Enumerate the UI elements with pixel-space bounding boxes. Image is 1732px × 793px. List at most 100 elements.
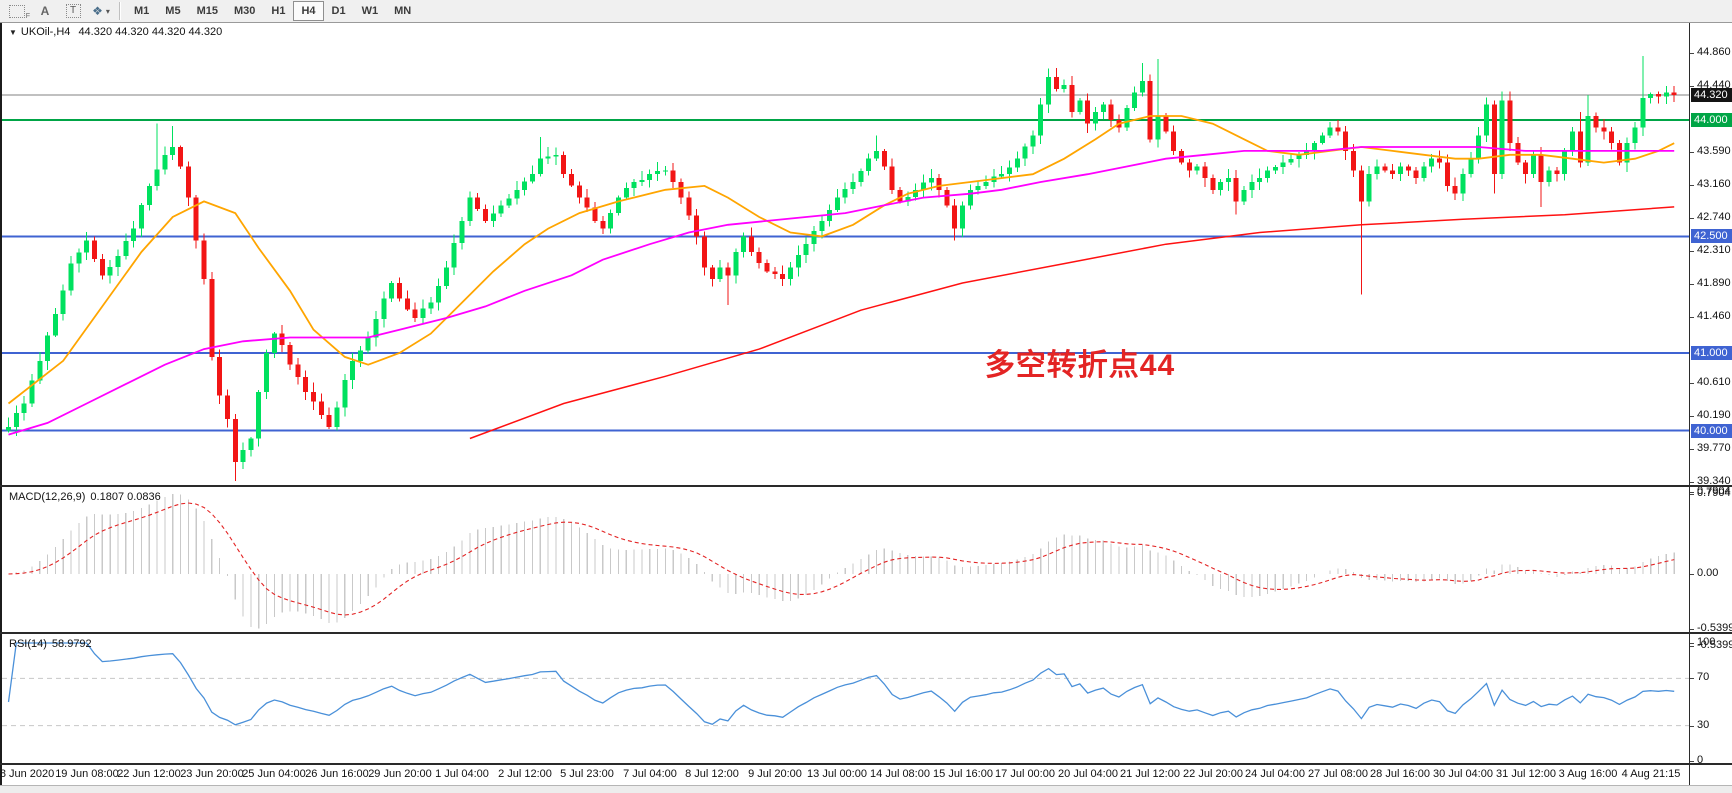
time-axis-label: 14 Jul 08:00 — [870, 768, 930, 780]
ma-mid-magenta — [8, 146, 1675, 436]
axis-tick — [1690, 726, 1694, 727]
price-tick-label: 39.340 — [1697, 475, 1731, 487]
rsi-name: RSI(14) — [9, 638, 47, 650]
pane-separator[interactable] — [0, 632, 1732, 634]
price-tick-label: 0 — [1697, 754, 1704, 766]
axis-tick — [1690, 152, 1694, 153]
text-tool-button[interactable]: T — [60, 1, 86, 21]
rsi-pane[interactable] — [2, 634, 1691, 763]
main-price-pane[interactable] — [2, 22, 1691, 485]
horizontal-lines-layer[interactable] — [2, 94, 1691, 432]
price-tick-label: 41.890 — [1697, 277, 1731, 289]
fib-grid-tool-button[interactable]: F — [4, 1, 30, 21]
axis-tick — [1690, 383, 1694, 384]
ohlc-quote-label: 44.320 44.320 44.320 44.320 — [78, 26, 223, 38]
rsi-line — [7, 642, 1675, 726]
time-axis-label: 29 Jun 20:00 — [368, 768, 432, 780]
price-tick-label: 43.160 — [1697, 178, 1731, 190]
macd-histogram — [15, 494, 1675, 629]
timeframe-m30-button[interactable]: M30 — [233, 5, 256, 17]
macd-pane[interactable] — [2, 487, 1691, 632]
time-axis-label: 22 Jul 20:00 — [1183, 768, 1243, 780]
timeframe-m15-button[interactable]: M15 — [196, 5, 218, 17]
collapse-triangle-icon[interactable]: ▼ — [9, 28, 17, 37]
axis-tick — [1690, 251, 1694, 252]
timeframe-h1-button[interactable]: H1 — [271, 5, 286, 17]
toolbar-separator — [119, 2, 121, 20]
ma-slow-red — [469, 206, 1675, 440]
price-badge-44.000[interactable]: 44.000 — [1691, 113, 1732, 127]
macd-signal-line — [8, 502, 1675, 616]
price-axis[interactable]: 44.860 44.440 43.590 43.160 42.740 42.310 41.8… — [1689, 22, 1732, 785]
time-axis-label: 8 Jul 12:00 — [685, 768, 739, 780]
symbol-period-label: UKOil-,H4 — [20, 26, 71, 38]
pane-separator[interactable] — [0, 485, 1732, 487]
macd-tick-label: 0.00 — [1697, 567, 1719, 579]
text-label-icon: A — [40, 4, 50, 18]
price-tick-label: 70 — [1697, 671, 1710, 683]
time-axis-label: 31 Jul 12:00 — [1496, 768, 1556, 780]
axis-tick — [1690, 646, 1694, 647]
price-tick-label: 43.590 — [1697, 145, 1731, 157]
arrows-tool-button[interactable]: ❖ ▾ — [88, 1, 114, 21]
time-axis-label: 1 Jul 04:00 — [435, 768, 489, 780]
price-badge-44.320: 44.320 — [1691, 88, 1732, 102]
annotation-text[interactable]: 多空转折点44 — [984, 349, 1176, 382]
axis-tick — [1690, 218, 1694, 219]
price-badge-40.000[interactable]: 40.000 — [1691, 424, 1732, 438]
price-badge-41.000[interactable]: 41.000 — [1691, 346, 1732, 360]
axis-tick — [1690, 416, 1694, 417]
price-badge-42.500[interactable]: 42.500 — [1691, 229, 1732, 243]
timeframe-buttons-group: M1 M5 M15 M30 H1 H4 D1 W1 MN — [126, 1, 419, 21]
price-tick-label: -0.5399 — [1697, 639, 1732, 651]
chart-area[interactable]: ▼ UKOil-,H4 44.320 44.320 44.320 44.320 MA… — [0, 22, 1691, 785]
timeframe-d1-button[interactable]: D1 — [331, 5, 346, 17]
axis-tick — [1690, 761, 1694, 762]
price-tick-label: 40.190 — [1697, 409, 1731, 421]
time-axis-label: 3 Aug 16:00 — [1558, 768, 1618, 780]
time-axis-label: 15 Jul 16:00 — [933, 768, 993, 780]
timeframe-mn-button[interactable]: MN — [394, 5, 412, 17]
time-axis-label: 7 Jul 04:00 — [623, 768, 677, 780]
time-axis-label: 9 Jul 20:00 — [748, 768, 802, 780]
dropdown-caret-icon[interactable]: ▾ — [105, 6, 110, 16]
price-tick-label: 100 — [1697, 636, 1716, 648]
macd-tick-label: -0.5399 — [1697, 622, 1732, 634]
time-axis-label: 5 Jul 23:00 — [560, 768, 614, 780]
price-tick-label: 41.460 — [1697, 310, 1731, 322]
moving-averages-layer — [7, 115, 1675, 440]
status-strip — [0, 785, 1732, 793]
price-tick-label: 44.860 — [1697, 46, 1731, 58]
axis-tick — [1690, 317, 1694, 318]
time-axis-label: 17 Jul 00:00 — [995, 768, 1055, 780]
axis-tick — [1690, 284, 1694, 285]
time-axis-label: 23 Jun 20:00 — [180, 768, 244, 780]
rsi-indicator-label: RSI(14) 58.9792 — [9, 638, 92, 650]
macd-name: MACD(12,26,9) — [9, 491, 86, 503]
label-tool-button[interactable]: A — [32, 1, 58, 21]
rsi-value: 58.9792 — [51, 638, 92, 650]
axis-tick — [1690, 53, 1694, 54]
timeframe-w1-button[interactable]: W1 — [361, 5, 379, 17]
time-axis-label: 26 Jun 16:00 — [305, 768, 369, 780]
axis-tick — [1690, 482, 1694, 483]
time-axis-label: 30 Jul 04:00 — [1433, 768, 1493, 780]
time-axis-label: 24 Jul 04:00 — [1245, 768, 1305, 780]
pane-separator[interactable] — [0, 763, 1732, 765]
chart-symbol-title: ▼ UKOil-,H4 44.320 44.320 44.320 44.320 — [9, 26, 222, 38]
time-axis-label: 21 Jul 12:00 — [1120, 768, 1180, 780]
time-axis-label: 22 Jun 12:00 — [117, 768, 181, 780]
time-axis-label: 2 Jul 12:00 — [498, 768, 552, 780]
fib-grid-icon: F — [9, 4, 30, 20]
timeframe-h4-button[interactable]: H4 — [293, 1, 324, 21]
timeframe-m1-button[interactable]: M1 — [134, 5, 150, 17]
axis-tick — [1690, 643, 1694, 644]
timeframe-m5-button[interactable]: M5 — [165, 5, 181, 17]
time-axis-label: 4 Aug 21:15 — [1621, 768, 1681, 780]
price-tick-label: 30 — [1697, 719, 1710, 731]
time-axis-label: 27 Jul 08:00 — [1308, 768, 1368, 780]
price-tick-label: 42.310 — [1697, 244, 1731, 256]
time-axis-label: 28 Jul 16:00 — [1370, 768, 1430, 780]
time-axis-label: 18 Jun 2020 — [0, 768, 55, 780]
